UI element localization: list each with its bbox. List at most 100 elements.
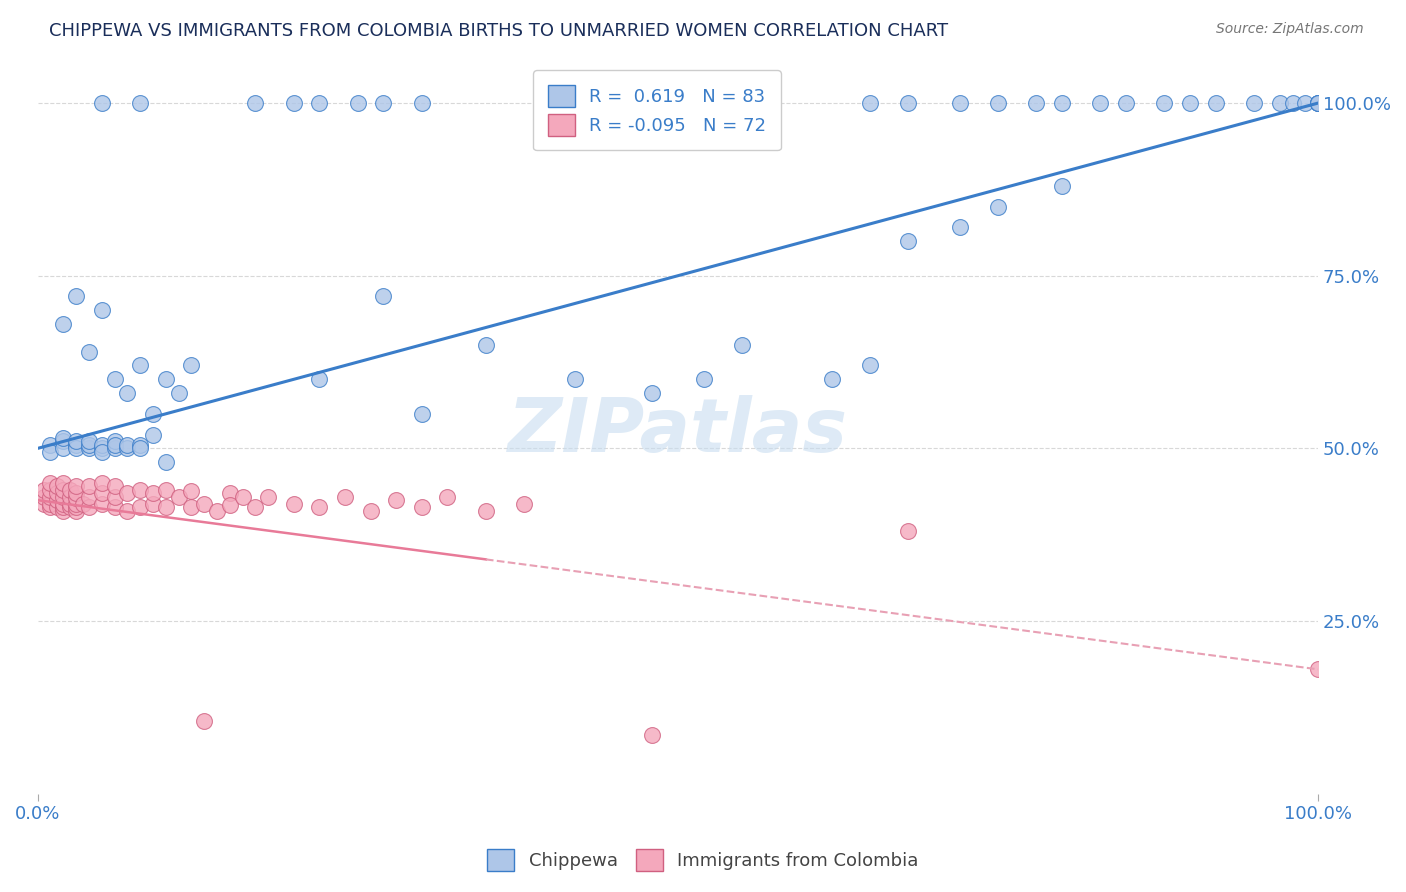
Point: [77, 344, 100, 359]
Point: [77, 434, 100, 449]
Point: [155, 500, 177, 514]
Point: [52, 500, 75, 514]
Point: [373, 96, 395, 111]
Point: [475, 338, 498, 352]
Point: [72, 497, 94, 511]
Point: [129, 500, 152, 514]
Point: [1205, 96, 1227, 111]
Point: [308, 96, 330, 111]
Point: [1308, 96, 1330, 111]
Point: [32, 490, 55, 504]
Point: [77, 490, 100, 504]
Point: [987, 96, 1010, 111]
Point: [167, 490, 190, 504]
Point: [1115, 96, 1137, 111]
Text: Source: ZipAtlas.com: Source: ZipAtlas.com: [1216, 22, 1364, 37]
Point: [218, 498, 240, 512]
Point: [45, 500, 67, 514]
Point: [103, 438, 125, 452]
Point: [385, 493, 408, 508]
Point: [65, 442, 87, 456]
Point: [949, 220, 972, 235]
Point: [117, 486, 139, 500]
Point: [346, 96, 368, 111]
Point: [475, 503, 498, 517]
Point: [117, 438, 139, 452]
Point: [52, 503, 75, 517]
Point: [641, 386, 664, 401]
Point: [90, 445, 112, 459]
Point: [193, 497, 215, 511]
Point: [65, 503, 87, 517]
Point: [52, 431, 75, 445]
Point: [411, 96, 433, 111]
Point: [52, 490, 75, 504]
Point: [283, 497, 305, 511]
Point: [692, 372, 714, 386]
Point: [373, 289, 395, 303]
Point: [245, 96, 267, 111]
Point: [949, 96, 972, 111]
Point: [45, 486, 67, 500]
Point: [52, 475, 75, 490]
Point: [103, 434, 125, 449]
Point: [65, 491, 87, 505]
Point: [1050, 178, 1073, 193]
Point: [360, 503, 382, 517]
Text: CHIPPEWA VS IMMIGRANTS FROM COLOMBIA BIRTHS TO UNMARRIED WOMEN CORRELATION CHART: CHIPPEWA VS IMMIGRANTS FROM COLOMBIA BIR…: [49, 22, 948, 40]
Text: ZIPatlas: ZIPatlas: [508, 394, 848, 467]
Point: [731, 338, 754, 352]
Point: [65, 486, 87, 500]
Point: [129, 442, 152, 456]
Point: [180, 500, 202, 514]
Point: [257, 490, 280, 504]
Point: [65, 497, 87, 511]
Point: [283, 96, 305, 111]
Point: [564, 372, 586, 386]
Point: [39, 438, 62, 452]
Point: [308, 372, 330, 386]
Point: [90, 438, 112, 452]
Point: [65, 434, 87, 449]
Point: [90, 303, 112, 318]
Point: [77, 500, 100, 514]
Point: [45, 479, 67, 493]
Point: [52, 497, 75, 511]
Point: [59, 490, 82, 504]
Point: [641, 728, 664, 742]
Point: [142, 427, 165, 442]
Point: [411, 500, 433, 514]
Point: [103, 490, 125, 504]
Point: [859, 359, 882, 373]
Point: [129, 359, 152, 373]
Point: [103, 442, 125, 456]
Point: [155, 483, 177, 497]
Point: [39, 445, 62, 459]
Point: [77, 479, 100, 493]
Point: [897, 96, 920, 111]
Point: [897, 234, 920, 248]
Point: [90, 486, 112, 500]
Legend: Chippewa, Immigrants from Colombia: Chippewa, Immigrants from Colombia: [479, 842, 927, 879]
Point: [65, 479, 87, 493]
Point: [193, 714, 215, 728]
Point: [90, 497, 112, 511]
Point: [1294, 96, 1316, 111]
Point: [52, 317, 75, 331]
Point: [1308, 96, 1330, 111]
Point: [77, 438, 100, 452]
Point: [333, 490, 356, 504]
Point: [129, 483, 152, 497]
Point: [39, 500, 62, 514]
Point: [45, 493, 67, 508]
Point: [59, 497, 82, 511]
Point: [1308, 96, 1330, 111]
Point: [987, 200, 1010, 214]
Point: [155, 455, 177, 469]
Point: [1281, 96, 1303, 111]
Point: [1090, 96, 1112, 111]
Legend: R =  0.619   N = 83, R = -0.095   N = 72: R = 0.619 N = 83, R = -0.095 N = 72: [533, 70, 780, 151]
Point: [1243, 96, 1265, 111]
Point: [90, 96, 112, 111]
Point: [90, 442, 112, 456]
